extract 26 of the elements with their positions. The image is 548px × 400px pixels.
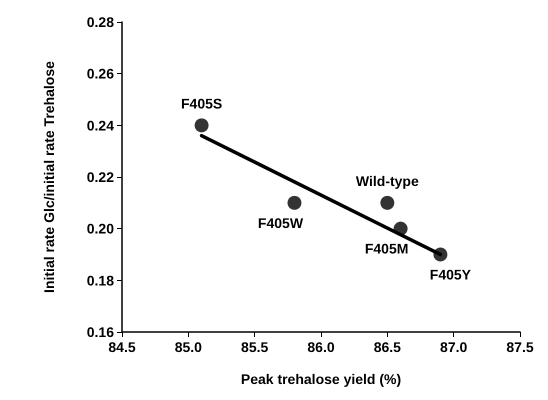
y-tick-label: 0.26 xyxy=(86,66,114,82)
annotation: F405M xyxy=(364,240,408,257)
x-axis-title: Peak trehalose yield (%) xyxy=(240,371,402,387)
y-tick-label: 0.28 xyxy=(86,14,114,30)
point xyxy=(380,196,394,210)
x-tick-label: 87.5 xyxy=(506,339,534,355)
point xyxy=(394,222,408,236)
point xyxy=(433,248,448,262)
x-tick-label: 87.0 xyxy=(440,339,468,355)
x-tick-label: 84.5 xyxy=(108,339,136,355)
x-tick-label: 85.5 xyxy=(241,339,269,355)
point xyxy=(287,196,302,210)
y-tick-label: 0.20 xyxy=(86,220,114,237)
y-tick-label: 0.24 xyxy=(86,117,114,134)
y-tick-label: 0.22 xyxy=(86,169,114,185)
x-tick-label: 86.0 xyxy=(307,339,335,355)
annotation: F405S xyxy=(180,95,222,112)
y-tick-label: 0.18 xyxy=(86,272,114,288)
annotation: F405Y xyxy=(430,266,472,282)
y-axis-title: Initial rate Glc/initial rate Trehalose xyxy=(41,60,57,293)
annotation: F405W xyxy=(258,214,304,231)
x-tick-label: 86.5 xyxy=(374,339,402,355)
point xyxy=(194,118,209,132)
y-tick-label: 0.16 xyxy=(86,324,114,340)
x-tick-label: 85.0 xyxy=(174,339,202,355)
annotation: Wild-type xyxy=(356,172,419,189)
